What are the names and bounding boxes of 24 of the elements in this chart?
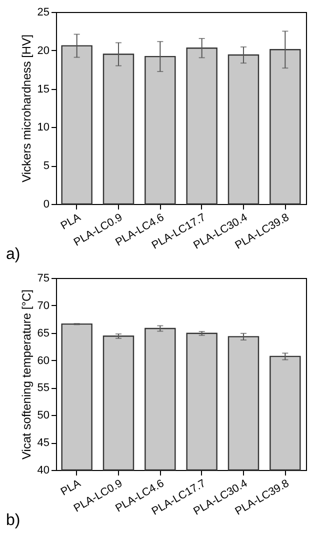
y-tick-label: 25: [37, 6, 50, 18]
y-tick-label: 55: [37, 382, 50, 394]
y-tick-label: 70: [37, 300, 50, 312]
bar: [102, 54, 134, 205]
y-tick-label: 45: [37, 437, 50, 450]
text: b): [6, 512, 20, 529]
text: a): [6, 246, 20, 263]
bar: [186, 47, 218, 205]
y-tick-label: 75: [37, 272, 50, 284]
y-tick-label: 40: [37, 464, 50, 476]
y-axis-title: Vicat softening temperature [°C]: [19, 290, 34, 460]
y-tick-label: 10: [37, 122, 50, 134]
y-tick-label: 5: [43, 160, 50, 172]
y-tick-label: 50: [37, 410, 50, 422]
y-tick-label: 0: [43, 198, 50, 210]
y-tick-label: 60: [37, 354, 50, 367]
bar: [144, 56, 176, 205]
y-axis-title: Vickers microhardness [HV]: [19, 34, 34, 182]
y-tick-label: 15: [37, 83, 50, 96]
y-tick-label: 65: [37, 327, 50, 340]
bar: [270, 49, 301, 205]
y-tick-label: 20: [37, 44, 50, 57]
bar: [61, 45, 92, 205]
bar: [228, 54, 260, 205]
